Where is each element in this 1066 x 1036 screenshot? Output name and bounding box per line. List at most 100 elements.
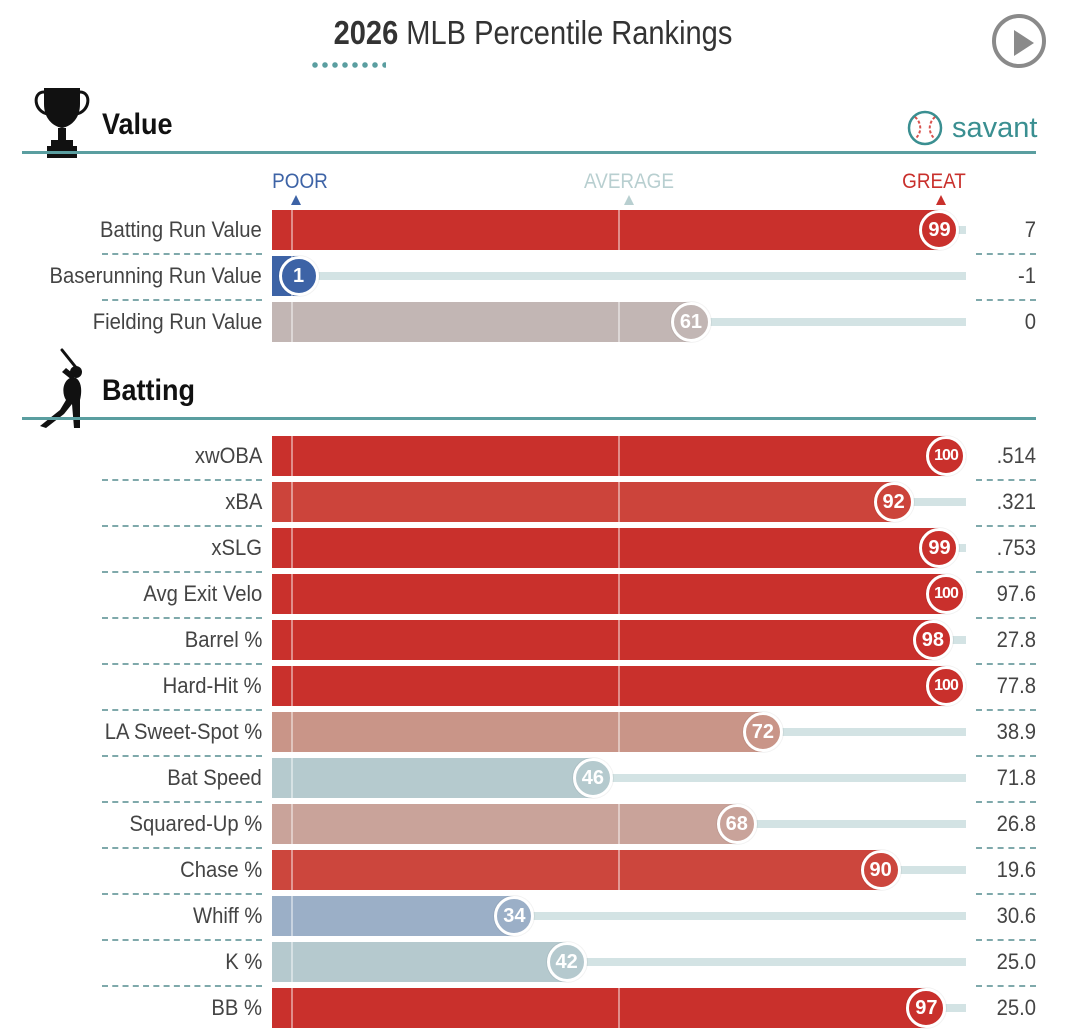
percentile-bubble[interactable]: 99	[919, 528, 960, 568]
axis-marker-average	[624, 195, 634, 205]
axis-marker-poor	[291, 195, 301, 205]
percentile-bubble[interactable]: 97	[906, 988, 947, 1028]
metric-row[interactable]: LA Sweet-Spot % 72 38.9	[0, 712, 1066, 752]
percentile-bar	[272, 620, 933, 660]
metric-label: Fielding Run Value	[92, 309, 262, 334]
metric-row[interactable]: Baserunning Run Value 1 -1	[0, 256, 1066, 296]
row-divider	[102, 709, 262, 711]
row-divider	[976, 939, 1036, 941]
row-divider	[102, 479, 262, 481]
metric-value: 38.9	[996, 719, 1036, 744]
metric-row[interactable]: Batting Run Value 99 7	[0, 210, 1066, 250]
percentile-bubble[interactable]: 46	[572, 758, 613, 798]
gridline	[291, 804, 293, 844]
metric-label: Avg Exit Velo	[143, 581, 262, 606]
percentile-bar	[272, 942, 567, 982]
metric-label: xSLG	[211, 535, 262, 560]
metric-label: Chase %	[179, 857, 262, 882]
metric-label: Baserunning Run Value	[49, 263, 262, 288]
percentile-bar	[272, 804, 737, 844]
gridline	[618, 620, 620, 660]
percentile-bubble[interactable]: 42	[546, 942, 587, 982]
row-divider	[102, 939, 262, 941]
row-divider	[976, 525, 1036, 527]
percentile-bubble[interactable]: 68	[716, 804, 757, 844]
percentile-bar	[272, 302, 691, 342]
section-title-value: Value	[102, 108, 173, 141]
gridline	[291, 620, 293, 660]
baseball-icon	[907, 110, 943, 146]
gridline	[618, 574, 620, 614]
percentile-bar	[272, 482, 894, 522]
metric-row[interactable]: xSLG 99 .753	[0, 528, 1066, 568]
percentile-bubble[interactable]: 61	[670, 302, 711, 342]
row-divider	[102, 893, 262, 895]
metric-row[interactable]: Chase % 90 19.6	[0, 850, 1066, 890]
gridline	[291, 988, 293, 1028]
metric-row[interactable]: K % 42 25.0	[0, 942, 1066, 982]
metric-value: 25.0	[996, 949, 1036, 974]
row-divider	[976, 571, 1036, 573]
axis-marker-great	[936, 195, 946, 205]
metric-row[interactable]: Hard-Hit % 100 77.8	[0, 666, 1066, 706]
metric-row[interactable]: Barrel % 98 27.8	[0, 620, 1066, 660]
metric-value: 26.8	[996, 811, 1036, 836]
metric-label: Batting Run Value	[100, 217, 262, 242]
row-divider	[976, 755, 1036, 757]
title-underline-dots	[310, 62, 386, 68]
metric-row[interactable]: Avg Exit Velo 100 97.6	[0, 574, 1066, 614]
percentile-bar	[272, 666, 946, 706]
percentile-bar	[272, 436, 946, 476]
gridline	[291, 758, 293, 798]
percentile-bubble[interactable]: 72	[742, 712, 783, 752]
metric-row[interactable]: xBA 92 .321	[0, 482, 1066, 522]
axis-label-average: AVERAGE	[584, 170, 674, 193]
metric-row[interactable]: xwOBA 100 .514	[0, 436, 1066, 476]
metric-row[interactable]: Whiff % 34 30.6	[0, 896, 1066, 936]
percentile-bubble[interactable]: 34	[494, 896, 535, 936]
metric-label: Squared-Up %	[129, 811, 262, 836]
metric-row[interactable]: BB % 97 25.0	[0, 988, 1066, 1028]
percentile-bubble[interactable]: 1	[278, 256, 319, 296]
percentile-track	[272, 272, 966, 280]
row-divider	[976, 663, 1036, 665]
percentile-bubble[interactable]: 100	[926, 574, 966, 614]
row-divider	[976, 847, 1036, 849]
savant-logo[interactable]: savant	[906, 108, 1037, 148]
percentile-bubble[interactable]: 100	[926, 436, 966, 476]
metric-row[interactable]: Bat Speed 46 71.8	[0, 758, 1066, 798]
percentile-bar	[272, 712, 763, 752]
row-divider	[102, 801, 262, 803]
gridline	[291, 850, 293, 890]
play-button[interactable]	[992, 14, 1046, 68]
percentile-track	[272, 912, 966, 920]
gridline	[618, 302, 620, 342]
row-divider	[976, 479, 1036, 481]
row-divider	[976, 801, 1036, 803]
metric-value: .753	[996, 535, 1036, 560]
gridline	[291, 666, 293, 706]
metric-row[interactable]: Squared-Up % 68 26.8	[0, 804, 1066, 844]
metric-value: .514	[996, 443, 1036, 468]
percentile-bubble[interactable]: 90	[860, 850, 901, 890]
percentile-bar	[272, 210, 940, 250]
metric-label: xwOBA	[194, 443, 262, 468]
metric-row[interactable]: Fielding Run Value 61 0	[0, 302, 1066, 342]
gridline	[291, 482, 293, 522]
percentile-bar	[272, 528, 940, 568]
gridline	[291, 302, 293, 342]
gridline	[618, 436, 620, 476]
percentile-bubble[interactable]: 98	[912, 620, 953, 660]
percentile-track	[272, 958, 966, 966]
metric-label: Whiff %	[192, 903, 262, 928]
percentile-bubble[interactable]: 100	[926, 666, 966, 706]
row-divider	[976, 985, 1036, 987]
percentile-bubble[interactable]: 92	[873, 482, 914, 522]
percentile-bar	[272, 758, 593, 798]
percentile-bubble[interactable]: 99	[919, 210, 960, 250]
row-divider	[102, 847, 262, 849]
metric-value: 0	[1024, 309, 1036, 334]
gridline	[618, 712, 620, 752]
metric-value: 19.6	[996, 857, 1036, 882]
metric-value: .321	[996, 489, 1036, 514]
